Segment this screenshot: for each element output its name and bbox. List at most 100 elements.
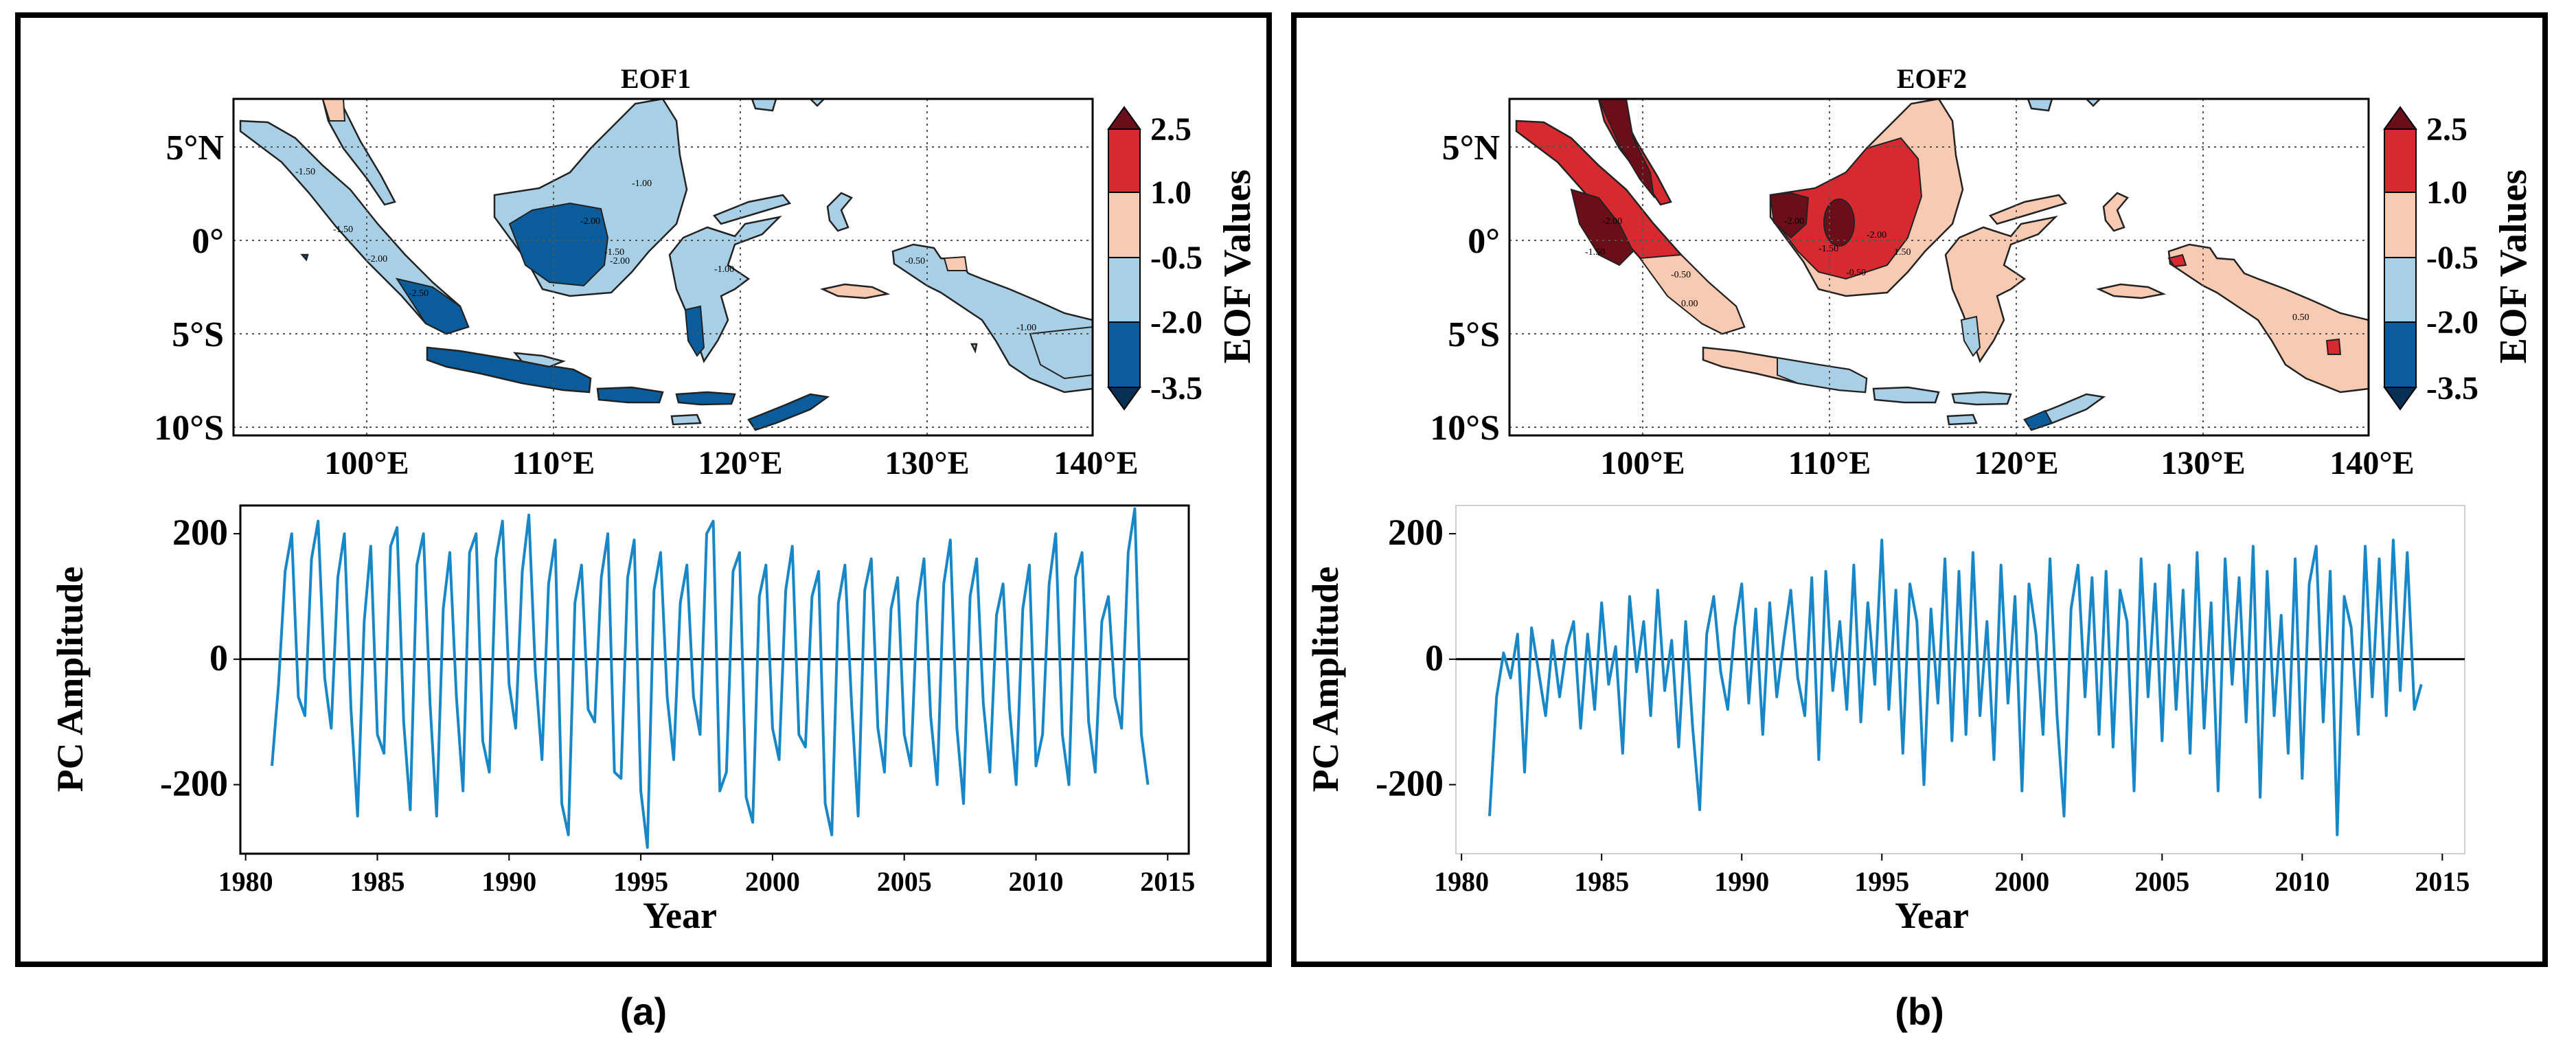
region-small-island-2 [2085, 99, 2101, 107]
region-sumatra-south [1639, 253, 1746, 335]
contour-label: -2.00 [1602, 216, 1622, 227]
colorbar-bottom-arrow [1107, 387, 1141, 411]
region-malay-core [1597, 99, 1655, 199]
colorbar-eof1: 2.5 1.0 -0.5 -2.0 -3.5 EOF Values [1107, 106, 1259, 411]
x-tick-label: 1995 [613, 866, 668, 897]
x-tick-label: 1985 [1574, 866, 1629, 897]
x-tick-label: 2015 [2415, 866, 2470, 897]
colorbar-tick: 1.0 [2426, 174, 2467, 211]
lon-label: 140°E [1053, 445, 1138, 481]
contour-labels-eof2: -2.00 -1.50 -0.50 0.00 -2.00 -1.50 -0.50… [1585, 216, 2310, 323]
lat-label: 5°N [1442, 128, 1500, 168]
pc-axes-frame [1455, 505, 2465, 854]
pc-xlabel: Year [1895, 895, 1969, 936]
colorbar-tick: -2.0 [1150, 304, 1202, 341]
region-malay-peninsula [321, 99, 396, 206]
contour-label: -0.50 [1846, 268, 1866, 278]
contour-label: -2.50 [409, 288, 429, 299]
lat-label: 5°N [166, 128, 224, 168]
colorbar-seg [1108, 257, 1141, 323]
map-frame-eof1 [232, 98, 1094, 437]
lat-label: 5°S [172, 315, 224, 354]
lon-label: 130°E [2161, 445, 2245, 481]
y-tick-label: 0 [209, 637, 228, 679]
colorbar-seg [1108, 128, 1141, 193]
region-sulawesi-south [1960, 315, 1981, 357]
region-flores [675, 391, 736, 406]
x-tick-label: 1990 [1714, 866, 1769, 897]
region-nusa-tenggara [1872, 386, 1940, 404]
y-tick-label: -200 [1376, 763, 1444, 804]
x-tick-label: 2000 [1994, 866, 2049, 897]
region-small-island-2 [809, 99, 825, 107]
contour-label: -0.50 [905, 256, 925, 266]
x-tick-label: 2015 [1140, 866, 1195, 897]
lon-label: 120°E [1974, 445, 2058, 481]
x-tick-label: 2005 [877, 866, 932, 897]
colorbar-tick: -0.5 [1150, 240, 1202, 276]
lat-label: 10°S [154, 409, 224, 448]
x-tick-label: 1980 [218, 866, 273, 897]
lon-label: 100°E [1600, 445, 1685, 481]
region-seram [2096, 283, 2167, 299]
map-frame-eof2 [1508, 98, 2370, 437]
lon-label: 140°E [2329, 445, 2414, 481]
colorbar-tick: -2.0 [2426, 304, 2478, 341]
region-papua-east [2325, 338, 2342, 355]
region-flores [1951, 391, 2012, 406]
lat-label: 0° [1468, 222, 1500, 261]
region-borneo-max [1823, 198, 1855, 247]
colorbar-bottom-arrow [2383, 387, 2417, 411]
lon-label: 110°E [1788, 445, 1871, 481]
region-sulawesi-south [684, 305, 705, 357]
contour-label: -1.50 [295, 167, 315, 177]
colorbar-tick: 2.5 [1150, 111, 1192, 148]
x-tick-label: 2005 [2134, 866, 2189, 897]
contour-label: -1.00 [1016, 323, 1036, 333]
colorbar-tick: 2.5 [2426, 111, 2467, 148]
panel-a: EOF1 [15, 12, 1272, 967]
region-java-east [513, 352, 566, 368]
map-grid-eof2 [1509, 99, 2369, 435]
pc-series-line [271, 507, 1150, 849]
region-small-island-1 [751, 99, 777, 112]
region-papua-patch [943, 255, 968, 271]
colorbar-eof2: 2.5 1.0 -0.5 -2.0 -3.5 EOF Values [2383, 106, 2535, 411]
contour-label: -2.00 [610, 256, 630, 266]
x-tick-label: 1980 [1434, 866, 1489, 897]
contour-label: -2.00 [367, 254, 387, 264]
region-halmahera [2102, 192, 2129, 232]
panel-a-svg: EOF1 [49, 63, 1259, 936]
contour-label: -2.00 [580, 216, 600, 227]
colorbar-seg [2384, 257, 2417, 323]
colorbar-top-arrow [2383, 106, 2417, 130]
region-borneo-core [1769, 192, 1810, 239]
region-seram [820, 283, 891, 299]
colorbar-tick: -3.5 [1150, 370, 1202, 407]
colorbar-tick: -3.5 [2426, 370, 2478, 407]
region-sulawesi-north [712, 194, 792, 225]
lat-label: 0° [192, 222, 224, 261]
x-tick-label: 1985 [350, 866, 404, 897]
pc-ylabel: PC Amplitude [1305, 567, 1346, 793]
region-sumba [670, 413, 702, 426]
x-tick-label: 1995 [1854, 866, 1909, 897]
y-tick-label: 0 [1425, 637, 1444, 679]
colorbar-seg [2384, 192, 2417, 258]
lat-label: 10°S [1430, 409, 1500, 448]
contour-label: -1.00 [714, 264, 734, 275]
pc-axes-frame [239, 504, 1190, 855]
colorbar-label: EOF Values [2492, 170, 2535, 364]
colorbar-seg [1108, 192, 1141, 258]
lon-label: 130°E [885, 445, 969, 481]
caption-a: (a) [619, 990, 668, 1033]
y-tick-label: 200 [172, 512, 228, 553]
lon-label: 120°E [698, 445, 782, 481]
colorbar-seg [2384, 321, 2417, 388]
region-sumatra-core [1570, 188, 1634, 266]
lon-label: 100°E [324, 445, 409, 481]
region-sumba [1946, 413, 1978, 426]
colorbar-tick: 1.0 [1150, 174, 1192, 211]
region-sumatra-south [395, 277, 470, 335]
